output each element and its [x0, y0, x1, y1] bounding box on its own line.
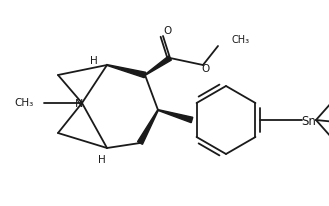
Text: N: N: [75, 99, 83, 109]
Text: O: O: [201, 64, 209, 74]
Polygon shape: [138, 110, 158, 144]
Text: CH₃: CH₃: [15, 98, 34, 108]
Text: H: H: [98, 155, 106, 165]
Text: Sn: Sn: [302, 115, 316, 128]
Polygon shape: [107, 65, 146, 78]
Text: H: H: [90, 56, 98, 66]
Text: CH₃: CH₃: [231, 35, 249, 45]
Polygon shape: [145, 56, 171, 75]
Polygon shape: [158, 110, 193, 123]
Text: O: O: [164, 26, 172, 36]
